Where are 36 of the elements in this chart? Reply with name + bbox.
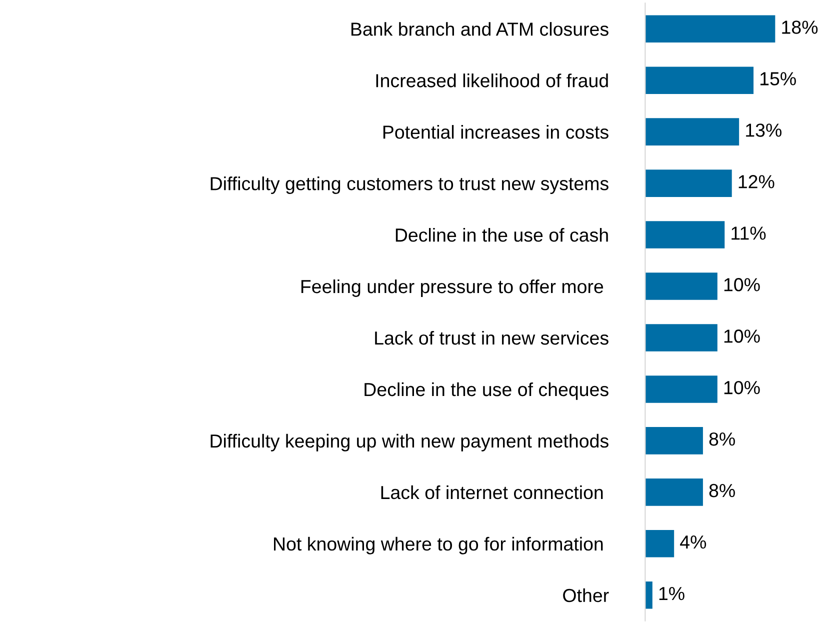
y-tick-label: Other xyxy=(563,588,609,602)
data-label: 10% xyxy=(724,329,760,343)
y-tick-label: Feeling under pressure to offer more xyxy=(301,279,604,297)
y-tick-label: Increased likelihood of fraud xyxy=(376,74,608,88)
data-label: 8% xyxy=(709,484,735,498)
bar xyxy=(645,118,740,146)
data-label: 11% xyxy=(732,226,766,240)
bar xyxy=(645,478,703,506)
data-label: 18% xyxy=(782,20,818,34)
y-tick-label: Potential increases in costs xyxy=(383,125,608,139)
bar xyxy=(645,66,754,94)
bar xyxy=(645,427,703,454)
bar xyxy=(645,376,718,403)
bar xyxy=(645,272,718,300)
data-label: 1% xyxy=(659,586,684,600)
bar xyxy=(645,582,652,609)
bar xyxy=(645,15,776,42)
data-label: 12% xyxy=(738,175,774,188)
y-tick-label: Lack of internet connection xyxy=(381,485,603,500)
y-tick-label: Decline in the use of cash xyxy=(396,228,608,242)
data-label: 10% xyxy=(724,380,760,394)
data-label: 13% xyxy=(746,124,782,137)
y-tick-label: Decline in the use of cheques xyxy=(364,382,608,400)
y-tick-label: Lack of trust in new services xyxy=(375,330,608,345)
y-tick-label: Bank branch and ATM closures xyxy=(351,22,608,36)
y-tick-label: Difficulty keeping up with new payment methods xyxy=(210,434,608,452)
bar xyxy=(645,530,674,558)
data-label: 8% xyxy=(709,432,735,446)
y-tick-label: Difficulty getting customers to trust new systems xyxy=(210,176,608,194)
data-label: 10% xyxy=(724,278,760,292)
y-tick-label: Not knowing where to go for information xyxy=(274,536,603,554)
data-label: 15% xyxy=(760,72,796,86)
bar xyxy=(645,170,732,197)
data-label: 4% xyxy=(680,536,706,549)
bar xyxy=(645,221,725,248)
bar xyxy=(645,324,718,352)
